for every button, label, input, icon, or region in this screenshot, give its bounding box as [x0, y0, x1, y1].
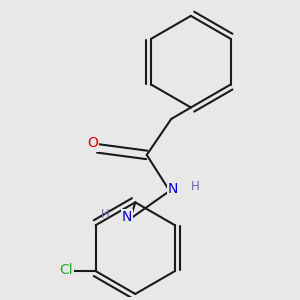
Text: Cl: Cl	[59, 263, 73, 278]
Text: O: O	[87, 136, 98, 151]
Text: N: N	[168, 182, 178, 196]
Text: H: H	[100, 208, 109, 221]
Text: H: H	[191, 181, 200, 194]
Text: N: N	[122, 210, 132, 224]
